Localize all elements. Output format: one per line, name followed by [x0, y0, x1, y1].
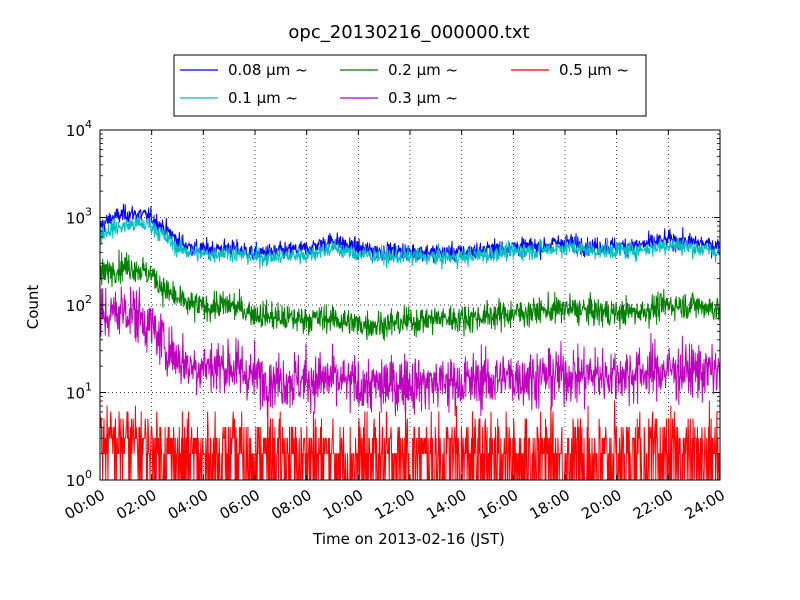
series-line: [100, 249, 720, 341]
y-axis-label: Count: [24, 285, 42, 330]
y-tick-label: 101: [66, 381, 92, 403]
chart-title: opc_20130216_000000.txt: [288, 22, 529, 43]
series-line: [100, 214, 720, 270]
series-line: [100, 400, 720, 480]
legend: 0.08 μm ~ 0.1 μm ~ 0.2 μm ~ 0.3 μm ~ 0.5 μm …: [173, 54, 647, 117]
series-line: [100, 286, 720, 418]
legend-entry: 0.2 μm ~: [388, 61, 458, 79]
legend-box: [173, 54, 647, 117]
legend-entry: 0.08 μm ~: [228, 61, 308, 79]
y-tick-label: 104: [66, 118, 92, 140]
legend-entry: 0.1 μm ~: [228, 89, 298, 107]
legend-entry: 0.3 μm ~: [388, 89, 458, 107]
series-layer: [100, 203, 720, 480]
series-clip-group: [100, 203, 720, 480]
y-tick-label: 100: [66, 468, 92, 490]
y-tick-label: 103: [66, 206, 92, 228]
y-tick-label: 102: [66, 293, 92, 315]
legend-entry: 0.5 μm ~: [559, 61, 629, 79]
y-axis: 100 101 102 103 104: [66, 118, 720, 490]
x-axis-label: Time on 2013-02-16 (JST): [312, 530, 505, 548]
